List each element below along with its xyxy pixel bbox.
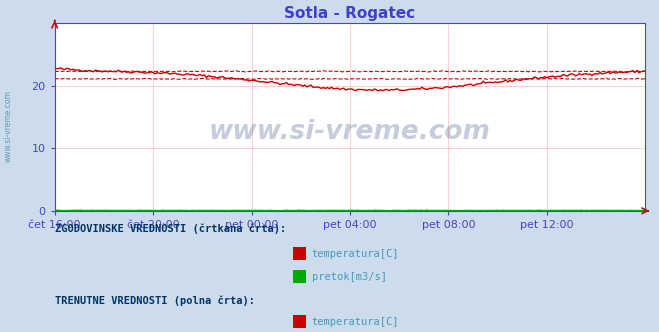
Text: pretok[m3/s]: pretok[m3/s] <box>312 272 387 282</box>
Title: Sotla - Rogatec: Sotla - Rogatec <box>285 6 415 21</box>
Text: www.si-vreme.com: www.si-vreme.com <box>209 119 491 145</box>
Text: TRENUTNE VREDNOSTI (polna črta):: TRENUTNE VREDNOSTI (polna črta): <box>55 295 254 306</box>
Text: www.si-vreme.com: www.si-vreme.com <box>3 90 13 162</box>
Text: temperatura[C]: temperatura[C] <box>312 317 399 327</box>
Text: ZGODOVINSKE VREDNOSTI (črtkana črta):: ZGODOVINSKE VREDNOSTI (črtkana črta): <box>55 224 286 234</box>
Text: temperatura[C]: temperatura[C] <box>312 249 399 259</box>
